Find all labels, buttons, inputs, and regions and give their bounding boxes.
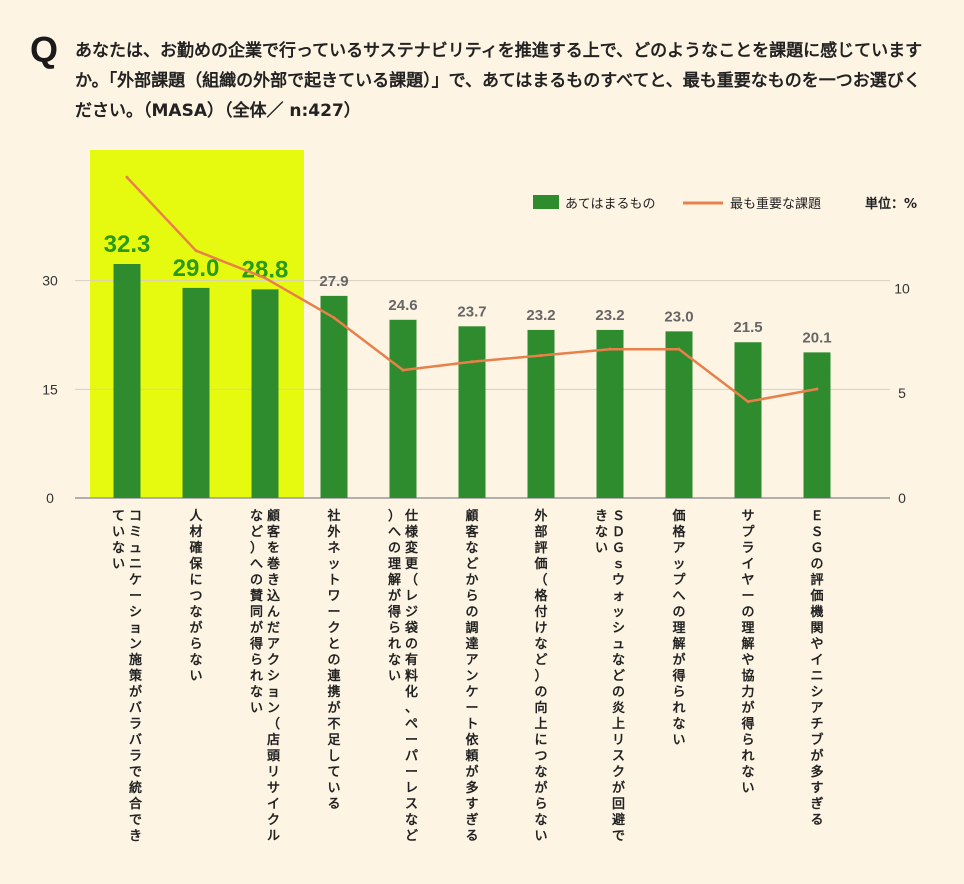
line-point bbox=[746, 400, 750, 404]
left-tick-label: 30 bbox=[42, 273, 58, 289]
left-tick-label: 0 bbox=[46, 490, 54, 506]
legend-line-label: 最も重要な課題 bbox=[730, 196, 821, 212]
bar-value-label: 23.0 bbox=[664, 308, 693, 325]
line-point bbox=[332, 316, 336, 320]
bar bbox=[320, 295, 348, 498]
question-mark: Q bbox=[30, 29, 59, 70]
bar-value-label: 24.6 bbox=[388, 297, 417, 314]
category-label: 外部評価（格付けなど）の向上につながらない bbox=[533, 508, 548, 844]
bar-value-label: 21.5 bbox=[733, 319, 762, 336]
bar-value-label: 32.3 bbox=[104, 231, 151, 258]
category-label: コミュニケーション施策がバラバラで統合できていない bbox=[112, 509, 143, 844]
bar bbox=[803, 352, 831, 498]
bar bbox=[458, 326, 486, 498]
bar bbox=[389, 319, 417, 498]
bar-value-label: 23.2 bbox=[595, 307, 624, 324]
legend-bar-label: あてはまるもの bbox=[565, 197, 655, 212]
line-point bbox=[470, 360, 474, 364]
line-point bbox=[401, 368, 405, 372]
line-point bbox=[677, 347, 681, 351]
line-point bbox=[194, 249, 198, 253]
category-label: ＳＤＧｓウォッシュなどの炎上リスクが回避できない bbox=[595, 509, 625, 844]
category-label: 顧客などからの調達アンケート依頼が多すぎる bbox=[464, 508, 479, 844]
line-point bbox=[263, 276, 267, 280]
category-label: サプライヤーの理解や協力が得られない bbox=[740, 509, 755, 796]
bar bbox=[734, 342, 762, 498]
category-label: 社外ネットワークとの連携が不足している bbox=[326, 508, 341, 812]
category-label: 人材確保につながらない bbox=[188, 508, 203, 684]
left-tick-label: 15 bbox=[42, 381, 58, 397]
legend-bar-swatch bbox=[533, 195, 559, 209]
line-point bbox=[815, 387, 819, 391]
category-label: ＥＳＧの評価機関やイニシアチブが多すぎる bbox=[809, 509, 823, 828]
line-point bbox=[539, 353, 543, 357]
line-point bbox=[125, 175, 129, 179]
right-tick-label: 0 bbox=[898, 490, 906, 506]
category-label: 顧客を巻き込んだアクション（店頭リサイクルなど）への賛同が得られない bbox=[249, 508, 281, 844]
bar bbox=[182, 287, 210, 498]
question-text: あなたは、お勤めの企業で行っているサステナビリティを推進する上で、どのようなこと… bbox=[75, 41, 923, 121]
unit-label: 単位：% bbox=[865, 196, 917, 212]
bar bbox=[251, 289, 279, 498]
bar bbox=[665, 331, 693, 498]
bar-value-label: 20.1 bbox=[802, 329, 831, 346]
bar-value-label: 29.0 bbox=[173, 255, 220, 282]
line-point bbox=[608, 347, 612, 351]
bar-value-label: 27.9 bbox=[319, 273, 348, 290]
right-tick-label: 5 bbox=[898, 385, 906, 401]
right-tick-label: 10 bbox=[894, 280, 910, 296]
bar bbox=[527, 329, 555, 498]
bar bbox=[596, 329, 624, 498]
category-label: 価格アップへの理解が得られない bbox=[671, 508, 686, 748]
bar bbox=[113, 264, 141, 498]
bar-value-label: 23.7 bbox=[457, 303, 486, 320]
category-label: 仕様変更（レジ袋の有料化、ペーパーレスなど）への理解が得られない bbox=[387, 508, 419, 844]
bar-value-label: 23.2 bbox=[526, 307, 555, 324]
